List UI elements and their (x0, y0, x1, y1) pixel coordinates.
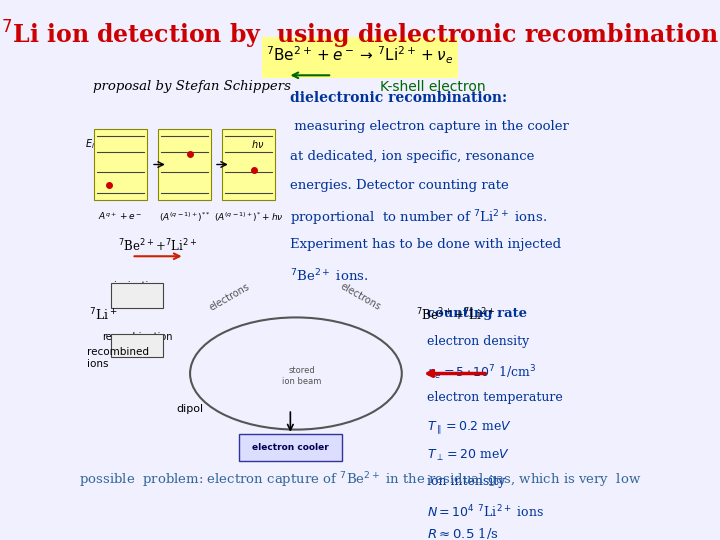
Text: electron density: electron density (427, 335, 529, 348)
FancyBboxPatch shape (111, 334, 163, 357)
Text: ionization
detector: ionization detector (114, 281, 161, 303)
Text: electrons: electrons (338, 281, 382, 313)
Text: $^7$Be$^{2+}$ ions.: $^7$Be$^{2+}$ ions. (290, 268, 369, 285)
Text: electron cooler: electron cooler (252, 443, 329, 452)
Text: stored
ion beam: stored ion beam (282, 366, 321, 386)
Text: $E_i$: $E_i$ (86, 137, 95, 151)
FancyBboxPatch shape (263, 37, 457, 78)
Text: Experiment has to be done with injected: Experiment has to be done with injected (290, 239, 562, 252)
Text: proportional  to number of $^7$Li$^{2+}$ ions.: proportional to number of $^7$Li$^{2+}$ … (290, 209, 548, 228)
Bar (94, 129, 147, 200)
Text: electrons: electrons (207, 281, 251, 313)
Text: $T_\perp$$=20$ me$V$: $T_\perp$$=20$ me$V$ (427, 448, 510, 463)
FancyBboxPatch shape (111, 284, 163, 308)
Text: energies. Detector counting rate: energies. Detector counting rate (290, 179, 509, 192)
FancyBboxPatch shape (239, 434, 341, 461)
Text: $(A^{(q-1)+})^{*} + h\nu$: $(A^{(q-1)+})^{*} + h\nu$ (214, 211, 284, 224)
Text: recombined
ions: recombined ions (87, 347, 149, 369)
Text: at dedicated, ion specific, resonance: at dedicated, ion specific, resonance (290, 150, 535, 163)
Text: dielectronic recombination:: dielectronic recombination: (290, 91, 508, 105)
Text: recombination
detector: recombination detector (102, 332, 172, 354)
Text: $^7$Be$^{2+}$+$^7$Li$^{2+}$: $^7$Be$^{2+}$+$^7$Li$^{2+}$ (415, 307, 495, 323)
Text: $R \approx 0.5$ 1/s: $R \approx 0.5$ 1/s (427, 526, 499, 540)
Text: counting rate: counting rate (427, 307, 527, 320)
Text: measuring electron capture in the cooler: measuring electron capture in the cooler (290, 120, 570, 133)
Text: $A^{q+} + e^-$: $A^{q+} + e^-$ (99, 211, 143, 222)
Text: $n_e$$=5 \cdot 10^7$ 1/cm$^3$: $n_e$$=5 \cdot 10^7$ 1/cm$^3$ (427, 363, 536, 382)
Bar (158, 129, 211, 200)
Text: $(A^{(q-1)+})^{**}$: $(A^{(q-1)+})^{**}$ (158, 211, 210, 224)
Text: electron temperature: electron temperature (427, 392, 562, 404)
Text: $^7$Li$^+$: $^7$Li$^+$ (89, 307, 118, 323)
Text: proposal by Stefan Schippers: proposal by Stefan Schippers (93, 80, 290, 93)
Text: $^7$Be$^{2+}$+$^7$Li$^{2+}$: $^7$Be$^{2+}$+$^7$Li$^{2+}$ (117, 238, 197, 254)
Text: K-shell electron: K-shell electron (379, 80, 485, 94)
Text: $^7$Li ion detection by  using dielectronic recombination: $^7$Li ion detection by using dielectron… (1, 19, 719, 51)
Text: $T_\parallel$$=0.2$ me$V$: $T_\parallel$$=0.2$ me$V$ (427, 420, 512, 436)
Text: $h\nu$: $h\nu$ (251, 138, 265, 150)
Text: possible  problem: electron capture of $^7$Be$^{2+}$ in the residual gas, which : possible problem: electron capture of $^… (79, 470, 641, 490)
Text: dipol: dipol (176, 404, 204, 414)
Text: ion intensity: ion intensity (427, 475, 505, 489)
Text: $^7\mathrm{Be}^{2+} + e^- \rightarrow\,^7\mathrm{Li}^{2+} + \nu_e$: $^7\mathrm{Be}^{2+} + e^- \rightarrow\,^… (266, 44, 454, 66)
Text: $N$$=10^4$ $^7$Li$^{2+}$ ions: $N$$=10^4$ $^7$Li$^{2+}$ ions (427, 503, 544, 520)
Bar (222, 129, 275, 200)
